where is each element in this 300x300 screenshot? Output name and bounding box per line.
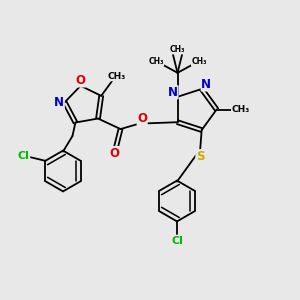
Text: CH₃: CH₃	[191, 57, 207, 66]
Text: CH₃: CH₃	[170, 45, 185, 54]
Text: Cl: Cl	[18, 151, 30, 161]
Text: CH₃: CH₃	[148, 57, 164, 66]
Text: CH₃: CH₃	[232, 105, 250, 114]
Text: S: S	[196, 150, 204, 163]
Text: N: N	[201, 78, 211, 91]
Text: Cl: Cl	[171, 236, 183, 246]
Text: O: O	[137, 112, 147, 125]
Text: N: N	[168, 86, 178, 99]
Text: CH₃: CH₃	[107, 72, 126, 81]
Text: O: O	[110, 146, 119, 160]
Text: N: N	[54, 96, 64, 109]
Text: O: O	[76, 74, 85, 87]
